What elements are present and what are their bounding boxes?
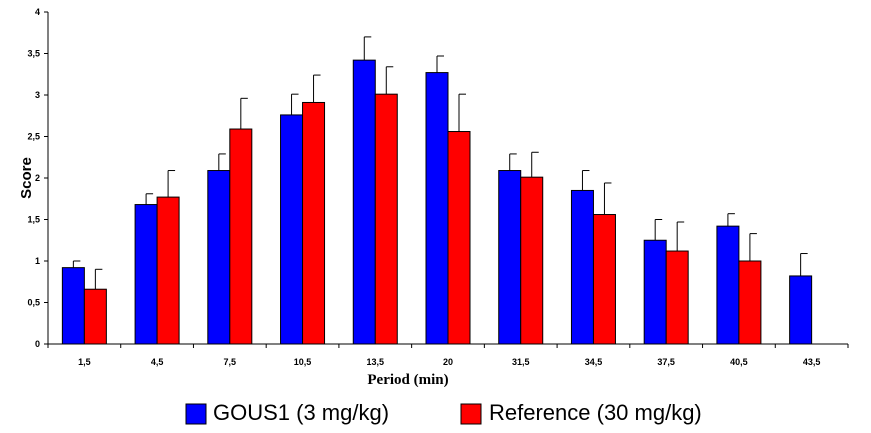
bar-gous1 <box>498 170 522 345</box>
x-tick-label: 10,5 <box>294 357 312 367</box>
error-bars <box>72 36 808 290</box>
x-tick-label: 1,5 <box>78 357 91 367</box>
legend-label: Reference (30 mg/kg) <box>489 400 702 425</box>
bar-gous1 <box>352 59 376 345</box>
bar-reference <box>83 288 107 345</box>
bar-gous1 <box>280 114 304 345</box>
y-tick-label: 4 <box>35 7 40 17</box>
bar-gous1 <box>789 275 813 345</box>
y-tick-label: 0 <box>35 339 40 349</box>
x-tick-label: 34,5 <box>585 357 603 367</box>
y-axis: 0 0,5 1 1,5 2 2,5 3 3,5 4 <box>27 7 49 349</box>
y-tick-label: 3 <box>35 90 40 100</box>
bar-reference <box>447 131 471 345</box>
x-tick-label: 4,5 <box>151 357 164 367</box>
bar-gous1 <box>207 170 231 345</box>
bar-reference <box>302 101 326 345</box>
x-tick-label: 20 <box>443 357 453 367</box>
bar-reference <box>156 196 180 345</box>
y-axis-label: Score <box>18 157 35 199</box>
bar-gous1 <box>61 267 85 345</box>
y-tick-label: 2,5 <box>27 132 40 142</box>
x-tick-label: 31,5 <box>512 357 530 367</box>
x-tick-label: 43,5 <box>803 357 821 367</box>
bar-reference <box>374 93 398 345</box>
x-tick-label: 13,5 <box>367 357 385 367</box>
bar-reference <box>229 128 253 345</box>
x-tick-label: 37,5 <box>657 357 675 367</box>
x-axis: 1,5 4,5 7,5 10,5 13,5 20 31,5 34,5 37,5 40,5 43,5 <box>47 343 849 367</box>
y-tick-label: 1 <box>35 256 40 266</box>
bar-gous1 <box>425 72 449 345</box>
legend-swatch <box>460 403 482 425</box>
bar-reference <box>592 214 616 345</box>
bar-gous1 <box>570 189 594 345</box>
x-axis-label: Period (min) <box>367 372 448 388</box>
y-tick-label: 1,5 <box>27 215 40 225</box>
bar-gous1 <box>716 225 740 345</box>
bar-reference <box>738 260 762 345</box>
legend-label: GOUS1 (3 mg/kg) <box>213 400 389 425</box>
bar-gous1 <box>134 204 158 345</box>
bar-reference <box>520 176 544 345</box>
y-tick-label: 0,5 <box>27 298 40 308</box>
legend: GOUS1 (3 mg/kg) Reference (30 mg/kg) <box>185 400 702 425</box>
legend-swatch <box>185 403 207 425</box>
bar-gous1 <box>643 239 667 345</box>
x-tick-label: 7,5 <box>224 357 237 367</box>
bars <box>61 59 813 345</box>
y-tick-label: 3,5 <box>27 49 40 59</box>
x-tick-label: 40,5 <box>730 357 748 367</box>
bar-reference <box>665 250 689 345</box>
y-tick-label: 2 <box>35 173 40 183</box>
